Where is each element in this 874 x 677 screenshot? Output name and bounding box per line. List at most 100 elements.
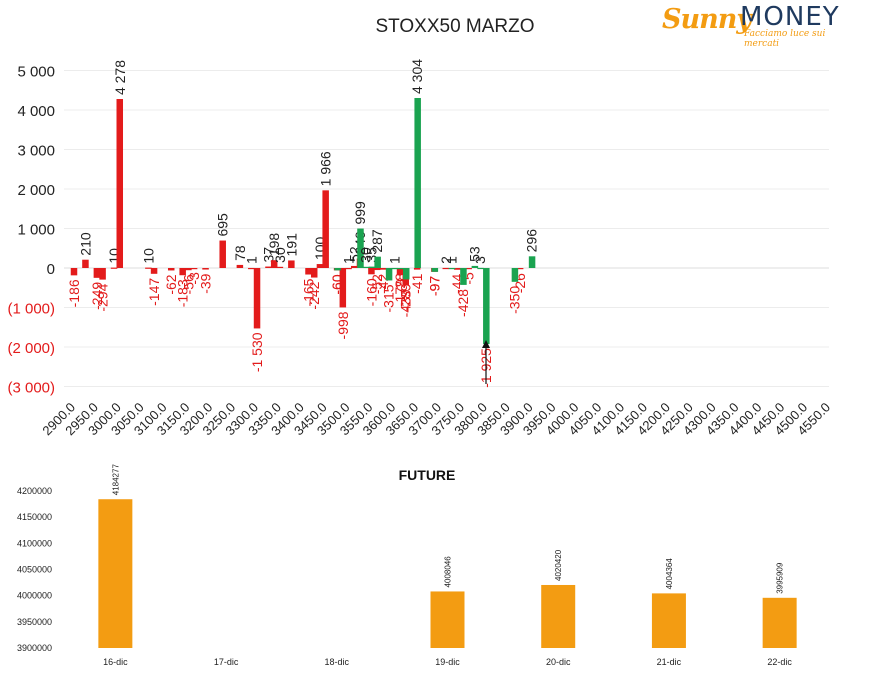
bar-green: [397, 268, 404, 270]
data-label: 198: [266, 233, 282, 257]
data-label: 78: [232, 245, 248, 261]
future-y-tick-label: 4150000: [17, 512, 52, 522]
bar-green: [368, 266, 376, 268]
bar-red: [236, 264, 244, 268]
bar-red: [373, 268, 381, 271]
future-y-tick-label: 4100000: [17, 538, 52, 548]
bar-red: [322, 190, 329, 268]
bar-green: [431, 268, 439, 272]
bar-red: [202, 268, 209, 270]
bar-red: [276, 266, 284, 269]
bar-red: [288, 260, 295, 268]
data-label: 1 966: [318, 151, 334, 186]
data-label: 4 304: [409, 59, 425, 94]
data-label: 191: [283, 233, 299, 257]
bar-red: [70, 268, 78, 276]
future-bar: [762, 597, 797, 648]
data-label: -350: [506, 286, 522, 314]
future-data-label: 4004364: [665, 558, 674, 590]
data-label: 2: [438, 256, 454, 264]
future-x-tick-label: 17-dic: [214, 657, 239, 667]
bar-red: [339, 268, 347, 308]
data-label: 10: [140, 248, 156, 264]
bar-green: [460, 268, 467, 285]
future-y-tick-label: 4000000: [17, 591, 52, 601]
data-label: 3: [472, 256, 488, 264]
bar-red: [110, 267, 118, 269]
bar-red: [190, 268, 198, 270]
future-data-label: 4184277: [111, 464, 120, 496]
future-y-tick-label: 3950000: [17, 617, 52, 627]
bar-green: [362, 266, 370, 269]
data-label: 30: [358, 247, 374, 263]
data-label: -39: [198, 273, 214, 293]
y-tick-label: 1 000: [17, 222, 55, 239]
data-label: -3: [186, 272, 202, 285]
bar-red: [145, 267, 152, 269]
bar-green: [374, 256, 381, 268]
bar-red: [351, 265, 358, 268]
future-x-tick-label: 21-dic: [657, 657, 682, 667]
data-label: 287: [369, 229, 385, 253]
data-label: -1 530: [249, 332, 265, 372]
data-label: -97: [426, 276, 442, 296]
bar-red: [82, 259, 89, 268]
bar-green: [448, 267, 456, 270]
data-label: 37: [260, 247, 276, 263]
bar-red: [345, 267, 352, 270]
sunny-money-logo: Sunny MONEY Facciamo luce sui mercati: [662, 2, 862, 49]
data-label: -147: [146, 278, 162, 306]
future-bar: [651, 593, 686, 648]
future-bar: [98, 499, 133, 648]
bar-red: [310, 268, 318, 278]
future-y-tick-label: 3900000: [17, 643, 52, 653]
bar-green: [334, 268, 341, 271]
y-tick-label: (1 000): [7, 301, 55, 318]
future-x-tick-label: 20-dic: [546, 657, 571, 667]
bar-red: [270, 260, 278, 268]
data-label: -315: [381, 284, 397, 312]
data-label: -289: [398, 283, 414, 311]
data-label: 695: [215, 213, 231, 237]
data-label: -439: [398, 289, 414, 317]
bar-red: [516, 268, 524, 270]
data-label: -183: [175, 279, 191, 307]
bar-green: [477, 267, 484, 270]
future-bar: [430, 591, 465, 648]
data-label: -52: [369, 274, 385, 294]
y-tick-label: (2 000): [7, 340, 55, 357]
bar-red: [465, 268, 472, 270]
y-tick-label: (3 000): [7, 380, 55, 397]
data-label: 1: [386, 256, 402, 264]
data-label: -60: [329, 274, 345, 294]
bar-red: [368, 268, 375, 275]
data-label: -160: [363, 278, 379, 306]
data-label: 1: [243, 256, 259, 264]
data-label: -249: [89, 282, 105, 310]
bar-red: [219, 240, 226, 268]
data-label: -294: [95, 283, 111, 311]
bar-green: [357, 228, 364, 268]
bar-green: [385, 268, 393, 281]
bar-red: [185, 268, 192, 271]
data-label: -62: [163, 274, 179, 294]
data-label: 30: [272, 247, 288, 263]
bar-green: [414, 97, 421, 268]
bar-green: [483, 268, 490, 345]
data-label: 1: [341, 256, 357, 264]
logo-sunny-text: Sunny: [662, 4, 752, 35]
bar-red: [379, 268, 387, 270]
bar-red: [265, 266, 272, 268]
y-tick-label: 0: [47, 261, 55, 278]
annotation-arrow-head: [482, 340, 490, 348]
data-label: -41: [409, 273, 425, 293]
future-chart-title: FUTURE: [399, 467, 456, 483]
future-data-label: 4020420: [554, 549, 563, 581]
bar-red: [93, 268, 101, 278]
future-bar: [541, 584, 576, 648]
future-x-tick-label: 18-dic: [325, 657, 350, 667]
logo-money-text: MONEY: [740, 2, 840, 32]
bar-red: [305, 268, 312, 275]
data-label: 4 278: [112, 60, 128, 95]
